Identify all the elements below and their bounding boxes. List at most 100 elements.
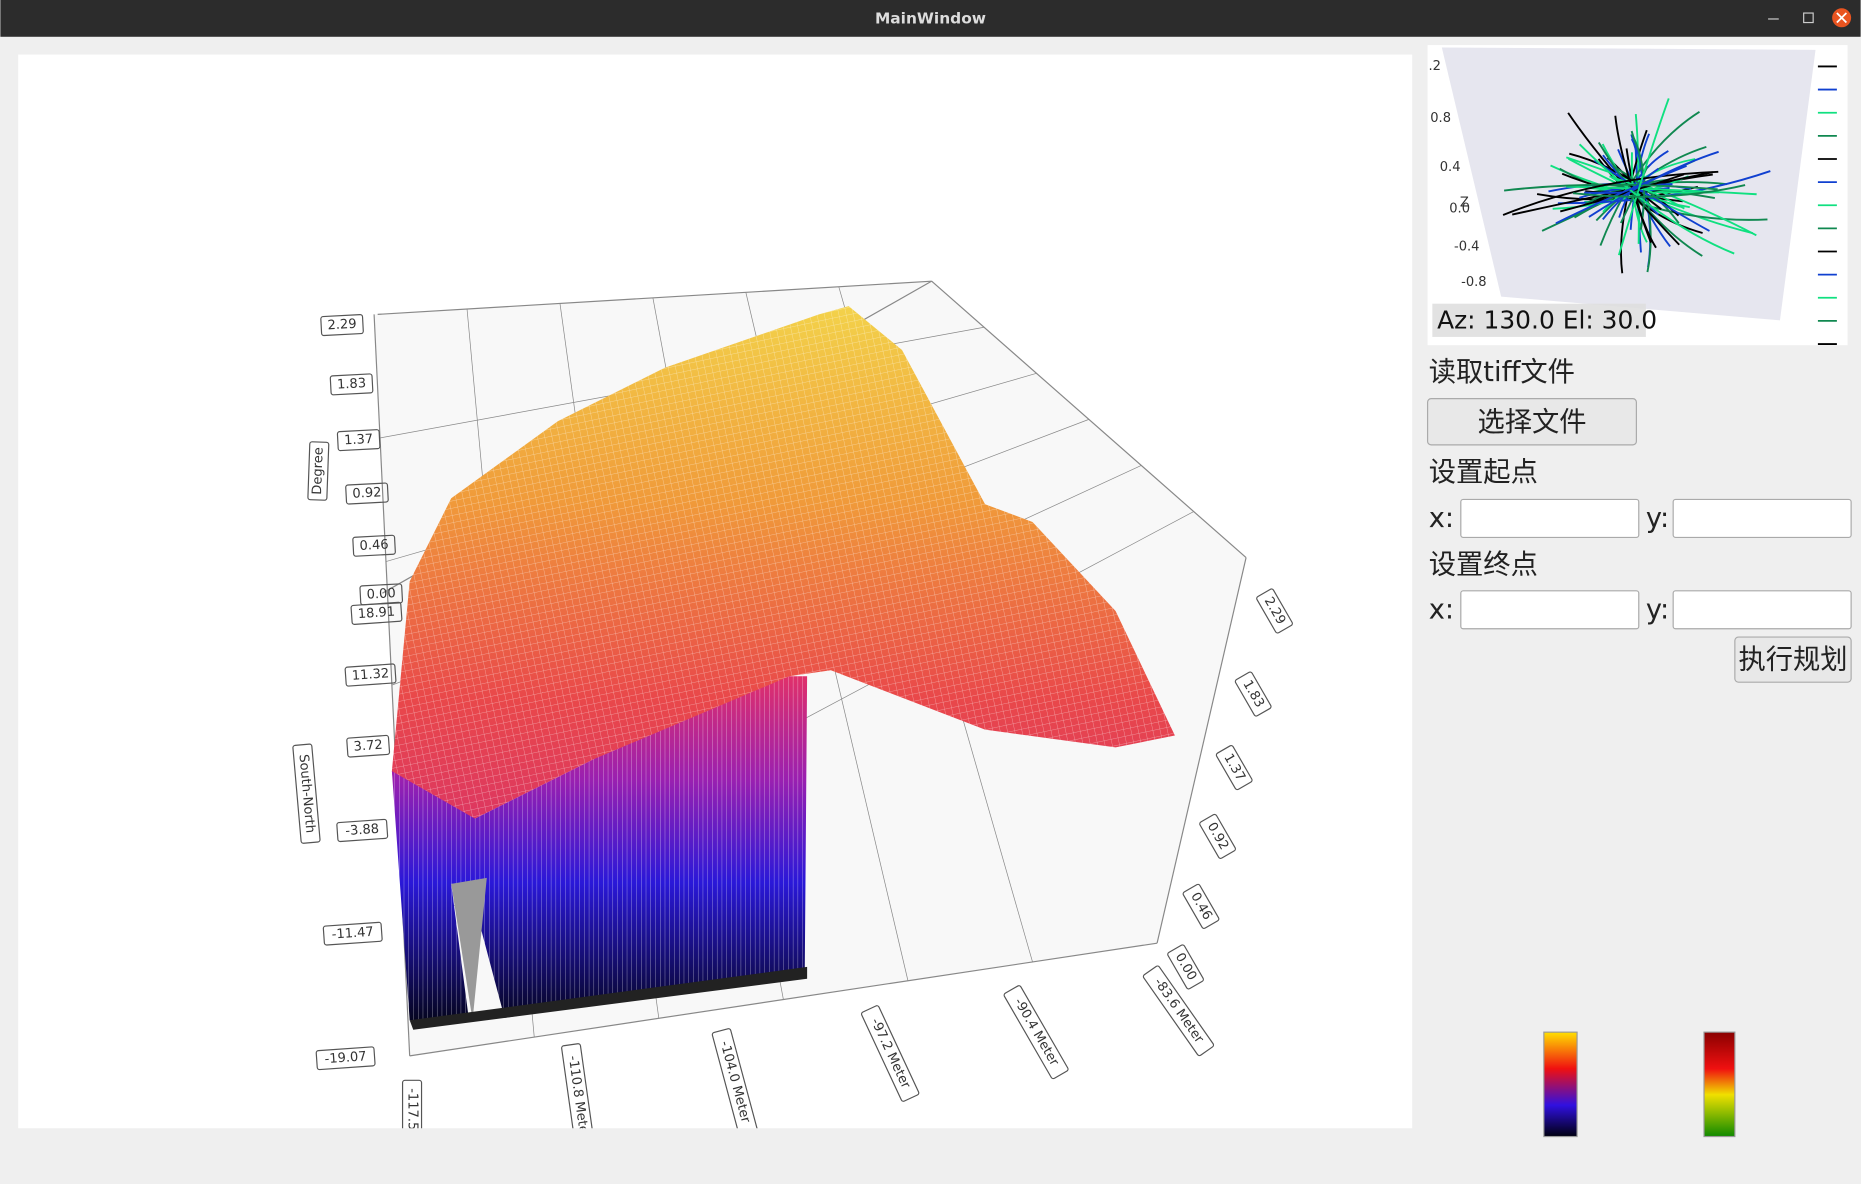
y-tick-label: -3.88 <box>345 822 380 839</box>
tick-box <box>1167 944 1204 990</box>
tick-box <box>1256 588 1293 634</box>
streamline <box>1612 165 1680 224</box>
streamline <box>1597 142 1703 257</box>
tick-box <box>336 429 381 452</box>
z-tick-label: 0.00 <box>366 586 396 603</box>
tick-box <box>711 1028 758 1129</box>
tick-group: 11.32 <box>344 663 397 687</box>
tick-box <box>345 482 389 505</box>
tick-group: 3.72 <box>346 734 391 758</box>
tick-box <box>1215 745 1253 791</box>
tick-group: Degree <box>307 441 330 501</box>
section-label: 设置起点 <box>1429 457 1538 488</box>
streamline <box>1555 165 1687 225</box>
tick-group: 0.46 <box>352 534 396 557</box>
mini-z-tick-label: 0.0 <box>1449 201 1470 216</box>
tick-box <box>1142 965 1215 1057</box>
tick-box <box>346 734 391 758</box>
mini-plot-content <box>1432 47 1837 345</box>
streamline <box>1617 98 1670 256</box>
run-button[interactable] <box>1734 636 1852 683</box>
tick-box <box>1234 671 1272 717</box>
surface-mesh <box>391 306 1175 867</box>
tick-box <box>307 441 330 501</box>
floor-mesh <box>409 966 808 1030</box>
tick-box <box>315 1046 376 1071</box>
tick-group: 0.92 <box>345 482 389 505</box>
tick-group: -19.07 <box>315 1046 376 1071</box>
streamline <box>1593 159 1710 232</box>
z-tick-label: 1.83 <box>337 376 367 393</box>
z-tick-label: 2.29 <box>327 317 357 334</box>
section-label: 读取tiff文件 <box>1429 357 1575 388</box>
view-label-bg <box>1432 303 1646 337</box>
y-axis-label: South-North <box>296 754 318 834</box>
tick-group: 2.29 <box>320 314 364 337</box>
streamline <box>1512 171 1713 216</box>
mini-z-tick-label: -0.8 <box>1461 275 1486 290</box>
end-y-input[interactable] <box>1672 590 1852 630</box>
x-tick-label: -117.5 <box>405 1088 420 1130</box>
z-tick-label: 0.46 <box>359 537 389 554</box>
start-x-input[interactable] <box>1460 498 1640 539</box>
tick-box <box>336 818 389 843</box>
tick-box <box>329 373 374 396</box>
streamline <box>1614 115 1652 244</box>
tick-box <box>1199 813 1236 859</box>
tick-box <box>352 534 396 557</box>
button-label: 选择文件 <box>1477 407 1586 438</box>
y-tick-label: 18.91 <box>357 605 395 623</box>
tick-box <box>1182 883 1220 929</box>
field-label: x: <box>1429 503 1454 534</box>
z-tick-label: 1.37 <box>344 432 374 449</box>
streamline <box>1620 129 1648 274</box>
tick-box <box>860 1005 920 1102</box>
surface-plot: 2.29 1.83 1.37 0.92 0.46 0.00 Degree 18.91 11.32… <box>292 280 1293 1130</box>
tick-box <box>320 314 364 337</box>
start-y-input[interactable] <box>1672 498 1852 539</box>
field-label: y: <box>1646 594 1669 625</box>
tick-box <box>1003 985 1069 1080</box>
end-x-input[interactable] <box>1460 590 1640 630</box>
mini-z-tick-label: 0.8 <box>1430 111 1451 126</box>
tick-group: 1.83 <box>329 373 374 396</box>
gap-shadow <box>451 877 487 1021</box>
colorbar-2 <box>1703 1031 1736 1138</box>
button-label: 执行规划 <box>1738 644 1847 675</box>
view-label: Az: 130.0 El: 30.0 <box>1437 306 1657 335</box>
y-tick-label: -19.07 <box>324 1049 367 1067</box>
tick-group: 1.37 <box>336 429 381 452</box>
tick-box <box>344 663 397 687</box>
field-label: y: <box>1646 503 1669 534</box>
maximize-button[interactable] <box>1803 12 1814 24</box>
tick-group: South-North <box>292 743 321 844</box>
tick-box <box>561 1043 596 1129</box>
mini-z-tick-label: 0.4 <box>1440 160 1461 175</box>
tick-group: -117.5 <box>401 1079 423 1130</box>
streamline <box>1618 150 1669 218</box>
select-button[interactable] <box>1426 398 1637 446</box>
close-icon <box>1836 12 1848 24</box>
tick-group: -3.88 <box>336 818 389 843</box>
box-edge <box>1156 557 1247 944</box>
streamline <box>1572 184 1746 198</box>
z-axis-label: Degree <box>310 447 327 495</box>
section-label: 设置终点 <box>1429 549 1538 580</box>
box-edge <box>377 280 932 315</box>
field-label: x: <box>1429 594 1454 625</box>
mini-z-tick-label: .2 <box>1428 59 1440 74</box>
y-tick-label: 11.32 <box>351 666 389 684</box>
title-bar <box>0 0 1861 37</box>
surface-wall-mesh <box>391 676 808 1021</box>
tick-box <box>322 921 383 946</box>
tick-group: 18.91 <box>350 601 403 625</box>
tick-group: -11.47 <box>322 921 383 946</box>
y-tick-label: -11.47 <box>331 925 374 943</box>
streamline <box>1578 143 1735 255</box>
window-title: MainWindow <box>875 9 986 27</box>
colorbar-1 <box>1543 1031 1578 1138</box>
tick-box <box>292 743 321 844</box>
mini-z-label: Z <box>1460 195 1469 210</box>
